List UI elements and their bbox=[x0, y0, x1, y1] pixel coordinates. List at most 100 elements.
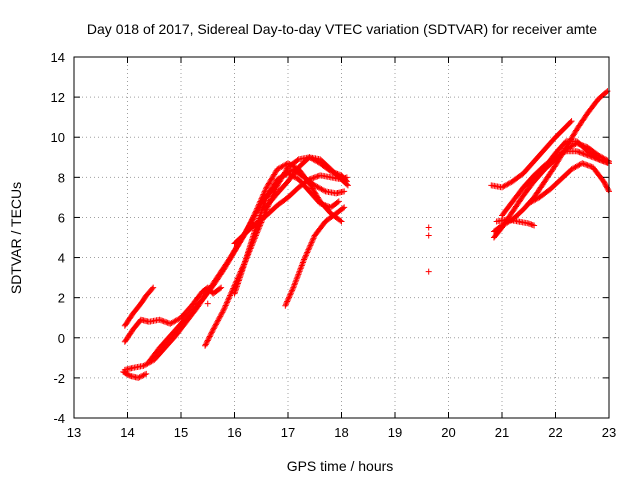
data-point bbox=[343, 181, 350, 188]
data-point bbox=[286, 292, 293, 299]
data-point bbox=[262, 185, 269, 192]
data-point bbox=[217, 312, 224, 319]
data-point bbox=[525, 220, 532, 227]
data-point bbox=[252, 209, 259, 216]
data-point bbox=[299, 259, 306, 266]
data-point bbox=[225, 296, 232, 303]
data-point bbox=[214, 318, 221, 325]
data-point bbox=[306, 245, 313, 252]
data-point bbox=[601, 179, 608, 186]
data-point bbox=[568, 118, 575, 125]
data-point bbox=[250, 213, 257, 220]
data-point bbox=[284, 298, 291, 305]
data-point bbox=[600, 158, 607, 165]
data-point bbox=[213, 320, 220, 327]
data-point bbox=[287, 290, 294, 297]
data-point bbox=[304, 249, 311, 256]
data-point bbox=[595, 156, 602, 163]
data-point bbox=[581, 161, 588, 168]
data-point bbox=[338, 218, 345, 225]
data-point bbox=[261, 188, 268, 195]
data-point bbox=[576, 149, 583, 156]
data-point bbox=[282, 301, 289, 308]
data-point bbox=[215, 316, 222, 323]
data-point bbox=[221, 305, 228, 312]
data-point bbox=[253, 207, 260, 214]
data-point bbox=[249, 215, 256, 222]
data-point bbox=[313, 173, 320, 180]
x-tick-label: 23 bbox=[602, 425, 616, 440]
data-point bbox=[252, 208, 259, 215]
series-track-19 bbox=[520, 138, 612, 191]
data-point bbox=[207, 332, 214, 339]
data-point bbox=[307, 175, 314, 182]
data-point bbox=[319, 201, 326, 208]
data-point bbox=[603, 159, 610, 166]
series-track-13 bbox=[488, 118, 575, 191]
data-point bbox=[289, 287, 296, 294]
data-point bbox=[160, 318, 167, 325]
data-point bbox=[307, 240, 314, 247]
y-tick-label: -2 bbox=[53, 371, 65, 386]
x-tick-label: 14 bbox=[120, 425, 134, 440]
data-point bbox=[425, 268, 432, 275]
axis-ticks: 13 14 15 16 17 18 19 20 21 22 23 -4 -2 0 2 4 6 8 10 12 14 bbox=[51, 50, 617, 440]
series-track-07 bbox=[231, 170, 342, 297]
data-point bbox=[301, 256, 308, 263]
data-point bbox=[150, 284, 157, 291]
data-point bbox=[529, 221, 536, 228]
data-point bbox=[603, 183, 610, 190]
data-point bbox=[205, 336, 212, 343]
data-point bbox=[225, 295, 232, 302]
data-point bbox=[157, 317, 164, 324]
data-point bbox=[305, 246, 312, 253]
data-point bbox=[212, 322, 219, 329]
data-point bbox=[292, 280, 299, 287]
data-point bbox=[425, 232, 432, 239]
data-point bbox=[286, 294, 293, 301]
data-point bbox=[425, 224, 432, 231]
data-point bbox=[601, 158, 608, 165]
data-point bbox=[222, 303, 229, 310]
y-axis-label: SDTVAR / TECUs bbox=[8, 182, 24, 294]
y-tick-label: 6 bbox=[58, 210, 65, 225]
series-track-11 bbox=[204, 300, 211, 307]
data-point bbox=[603, 89, 610, 96]
data-point bbox=[562, 139, 569, 146]
data-point bbox=[294, 272, 301, 279]
chart-title: Day 018 of 2017, Sidereal Day-to-day VTE… bbox=[87, 21, 597, 37]
data-point bbox=[211, 324, 218, 331]
data-point bbox=[248, 216, 255, 223]
data-point bbox=[143, 370, 150, 377]
data-point bbox=[321, 187, 328, 194]
data-point bbox=[247, 219, 254, 226]
data-point bbox=[136, 374, 143, 381]
data-point bbox=[208, 330, 215, 337]
data-point bbox=[584, 162, 591, 169]
series-track-12 bbox=[425, 224, 432, 275]
data-point bbox=[334, 199, 341, 206]
data-point bbox=[298, 262, 305, 269]
data-point bbox=[216, 285, 223, 292]
data-point bbox=[580, 150, 587, 157]
data-point bbox=[309, 238, 316, 245]
data-point bbox=[306, 243, 313, 250]
data-point bbox=[216, 314, 223, 321]
data-point bbox=[248, 218, 255, 225]
data-point bbox=[294, 157, 301, 164]
data-point bbox=[339, 175, 346, 182]
y-tick-label: 12 bbox=[51, 90, 65, 105]
data-point bbox=[302, 252, 309, 259]
data-point bbox=[337, 217, 344, 224]
data-point bbox=[139, 372, 146, 379]
data-point bbox=[318, 200, 325, 207]
series-track-17 bbox=[525, 160, 612, 207]
data-point bbox=[577, 149, 584, 156]
data-point bbox=[218, 284, 225, 291]
data-point bbox=[219, 309, 226, 316]
data-point bbox=[203, 340, 210, 347]
data-point bbox=[163, 319, 170, 326]
data-point bbox=[561, 149, 568, 156]
data-point bbox=[597, 157, 604, 164]
